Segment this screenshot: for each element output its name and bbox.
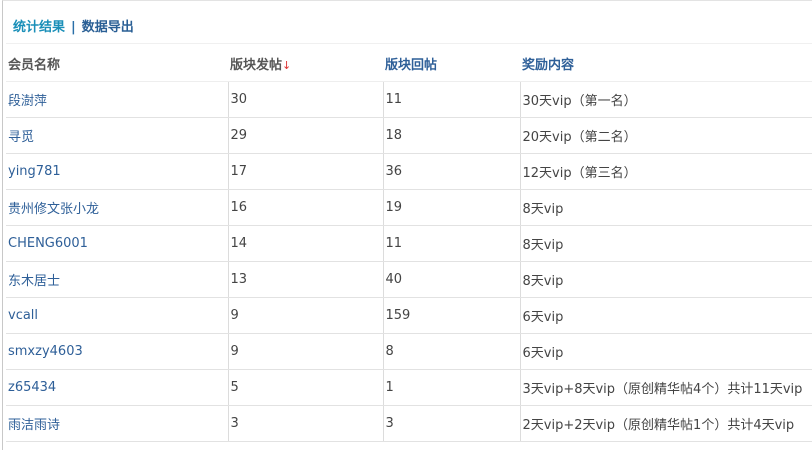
reward-cell: 8天vip (519, 225, 812, 262)
member-name-cell[interactable]: vcall (6, 297, 228, 334)
posts-cell: 9 (227, 333, 383, 370)
posts-cell: 30 (227, 81, 383, 118)
header-member-name: 会员名称 (6, 46, 228, 82)
member-name-cell[interactable]: ying781 (6, 153, 228, 190)
sort-down-icon: ↓ (282, 59, 292, 72)
replies-cell: 11 (382, 81, 520, 118)
header-reward[interactable]: 奖励内容 (520, 46, 812, 82)
reward-cell: 6天vip (519, 297, 812, 334)
reward-cell: 8天vip (519, 261, 812, 298)
replies-cell: 19 (382, 189, 520, 226)
table-row: vcall 9 159 6天vip (6, 297, 812, 334)
posts-cell: 29 (227, 117, 383, 154)
stats-table: 会员名称 版块发帖↓ 版块回帖 奖励内容 段澍萍 30 11 30天vip（第一名）寻… (6, 46, 812, 442)
member-name-cell[interactable]: 贵州修文张小龙 (6, 189, 228, 226)
posts-cell: 3 (227, 405, 383, 442)
replies-cell: 3 (382, 405, 520, 442)
member-name-cell[interactable]: smxzy4603 (6, 333, 228, 370)
posts-cell: 14 (227, 225, 383, 262)
replies-cell: 11 (382, 225, 520, 262)
replies-cell: 18 (382, 117, 520, 154)
posts-cell: 17 (227, 153, 383, 190)
member-name-cell[interactable]: 东木居士 (6, 261, 228, 298)
table-row: CHENG6001 14 11 8天vip (6, 225, 812, 262)
header-posts[interactable]: 版块发帖↓ (228, 46, 383, 82)
tab-separator: | (71, 20, 76, 35)
replies-cell: 8 (382, 333, 520, 370)
reward-cell: 6天vip (519, 333, 812, 370)
header-posts-label: 版块发帖 (230, 58, 283, 73)
divider (6, 43, 812, 44)
posts-cell: 13 (227, 261, 383, 298)
member-name-cell[interactable]: CHENG6001 (6, 225, 228, 262)
table-row: ying781 17 36 12天vip（第三名） (6, 153, 812, 190)
tab-stats[interactable]: 统计结果 (13, 20, 66, 35)
member-name-cell[interactable]: 雨洁雨诗 (6, 405, 228, 442)
reward-cell: 30天vip（第一名） (519, 81, 812, 118)
reward-cell: 2天vip+2天vip（原创精华帖1个）共计4天vip (519, 405, 812, 442)
table-row: 贵州修文张小龙 16 19 8天vip (6, 189, 812, 226)
posts-cell: 5 (227, 369, 383, 406)
reward-cell: 20天vip（第二名） (519, 117, 812, 154)
replies-cell: 1 (382, 369, 520, 406)
posts-cell: 9 (227, 297, 383, 334)
table-row: smxzy4603 9 8 6天vip (6, 333, 812, 370)
reward-cell: 3天vip+8天vip（原创精华帖4个）共计11天vip (519, 369, 812, 406)
tab-export[interactable]: 数据导出 (81, 20, 134, 35)
table-row: 东木居士 13 40 8天vip (6, 261, 812, 298)
table-header-row: 会员名称 版块发帖↓ 版块回帖 奖励内容 (6, 46, 812, 82)
member-name-cell[interactable]: 段澍萍 (6, 81, 228, 118)
posts-cell: 16 (227, 189, 383, 226)
table-row: 段澍萍 30 11 30天vip（第一名） (6, 81, 812, 118)
replies-cell: 40 (382, 261, 520, 298)
reward-cell: 12天vip（第三名） (519, 153, 812, 190)
header-replies[interactable]: 版块回帖 (383, 46, 520, 82)
table-row: z65434 5 1 3天vip+8天vip（原创精华帖4个）共计11天vip (6, 369, 812, 406)
reward-cell: 8天vip (519, 189, 812, 226)
table-row: 雨洁雨诗 3 3 2天vip+2天vip（原创精华帖1个）共计4天vip (6, 405, 812, 442)
replies-cell: 36 (382, 153, 520, 190)
table-row: 寻觅 29 18 20天vip（第二名） (6, 117, 812, 154)
member-name-cell[interactable]: 寻觅 (6, 117, 228, 154)
tab-bar: 统计结果 | 数据导出 (13, 16, 134, 35)
replies-cell: 159 (382, 297, 520, 334)
member-name-cell[interactable]: z65434 (6, 369, 228, 406)
